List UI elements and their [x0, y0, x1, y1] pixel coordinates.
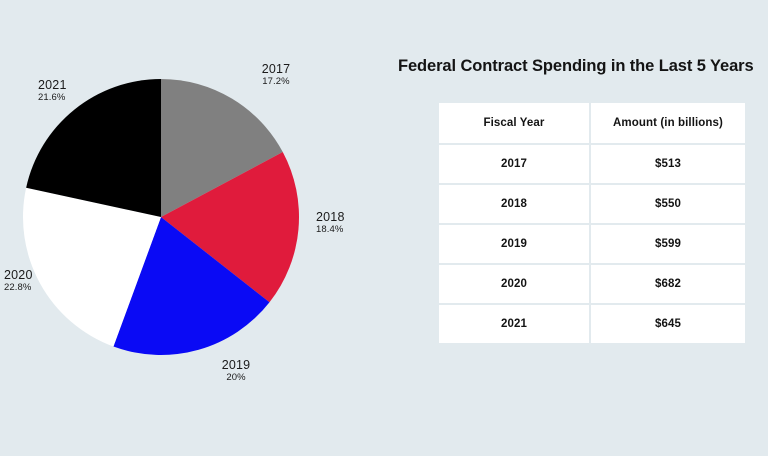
pie-label-2017-percent: 17.2% — [262, 76, 290, 87]
table-row: 2021 $645 — [439, 305, 745, 343]
table-cell-year: 2020 — [439, 265, 589, 303]
table-cell-year: 2021 — [439, 305, 589, 343]
table-cell-year: 2019 — [439, 225, 589, 263]
table-panel: Federal Contract Spending in the Last 5 … — [396, 0, 768, 456]
pie-label-2020-year: 2020 — [4, 268, 33, 282]
table-cell-amount: $550 — [591, 185, 745, 223]
pie-label-2019-year: 2019 — [221, 358, 251, 372]
pie-label-2021-year: 2021 — [38, 78, 67, 92]
pie-label-2018-year: 2018 — [316, 210, 345, 224]
table-cell-year: 2018 — [439, 185, 589, 223]
spending-table: Fiscal Year Amount (in billions) 2017 $5… — [437, 101, 747, 345]
table-cell-amount: $682 — [591, 265, 745, 303]
pie-label-2019-percent: 20% — [226, 372, 246, 383]
pie-slice-2021 — [26, 79, 161, 217]
table-cell-amount: $599 — [591, 225, 745, 263]
table-header-fiscal-year: Fiscal Year — [439, 103, 589, 143]
pie-chart-panel: 2017 17.2% 2018 18.4% 2019 20% 2020 22.8… — [0, 62, 396, 384]
pie-label-2018-percent: 18.4% — [316, 224, 344, 235]
pie-label-2019: 2019 20% — [196, 358, 276, 384]
pie-slice-2017 — [161, 79, 283, 217]
pie-label-2021-percent: 21.6% — [38, 92, 66, 103]
pie-slice-2020 — [23, 187, 162, 347]
table-cell-year: 2017 — [439, 145, 589, 183]
pie-label-2017-year: 2017 — [261, 62, 291, 76]
pie-slices — [23, 79, 300, 356]
table-cell-amount: $513 — [591, 145, 745, 183]
pie-chart — [23, 79, 300, 356]
table-row: 2018 $550 — [439, 185, 745, 223]
pie-label-2018: 2018 18.4% — [316, 210, 396, 236]
pie-slice-2019 — [113, 217, 270, 356]
table-row: 2020 $682 — [439, 265, 745, 303]
chart-title: Federal Contract Spending in the Last 5 … — [398, 57, 754, 75]
pie-label-2020-percent: 22.8% — [4, 282, 32, 293]
table-header-amount: Amount (in billions) — [591, 103, 745, 143]
table-cell-amount: $645 — [591, 305, 745, 343]
pie-label-2017: 2017 17.2% — [228, 62, 324, 88]
table-row: 2019 $599 — [439, 225, 745, 263]
pie-label-2021: 2021 21.6% — [38, 78, 118, 104]
pie-label-2020: 2020 22.8% — [0, 268, 78, 294]
pie-slice-2018 — [161, 152, 300, 303]
table-header-row: Fiscal Year Amount (in billions) — [439, 103, 745, 143]
table-body: 2017 $513 2018 $550 2019 $599 2020 $682 … — [439, 145, 745, 343]
table-row: 2017 $513 — [439, 145, 745, 183]
